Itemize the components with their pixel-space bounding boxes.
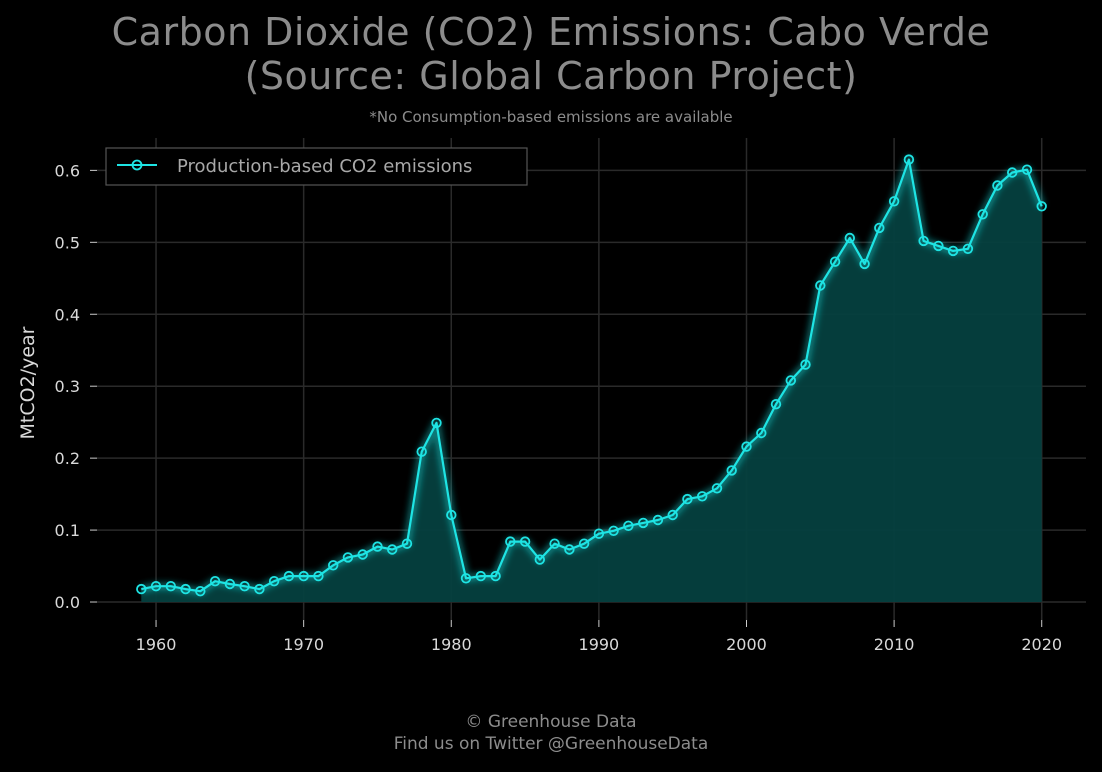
y-tick-label: 0.3 xyxy=(55,377,80,396)
data-point xyxy=(328,560,339,571)
data-point xyxy=(829,256,841,267)
data-point xyxy=(505,536,516,547)
data-point xyxy=(1007,167,1018,178)
data-point xyxy=(947,245,959,257)
x-tick-label: 2010 xyxy=(874,635,915,654)
data-point xyxy=(239,581,250,592)
data-point xyxy=(342,552,354,563)
data-point xyxy=(1036,201,1047,212)
data-point xyxy=(638,517,649,529)
data-point xyxy=(268,576,280,587)
x-tick-label: 1960 xyxy=(136,635,177,654)
data-point xyxy=(933,240,944,252)
data-point xyxy=(372,541,383,552)
y-tick-label: 0.6 xyxy=(55,161,80,180)
data-point xyxy=(903,154,915,165)
data-point xyxy=(623,520,634,532)
data-point xyxy=(608,525,619,537)
data-point xyxy=(593,528,605,539)
data-point xyxy=(741,441,752,452)
data-point xyxy=(1021,164,1033,175)
data-point xyxy=(726,465,737,476)
data-point xyxy=(357,549,368,560)
y-tick-label: 0.0 xyxy=(55,593,80,612)
legend-label: Production-based CO2 emissions xyxy=(177,156,472,177)
data-point xyxy=(401,538,413,549)
data-point xyxy=(283,570,295,582)
data-point xyxy=(490,570,501,582)
data-point xyxy=(460,573,472,584)
x-tick-label: 1970 xyxy=(283,635,324,654)
data-point xyxy=(165,581,177,592)
data-point xyxy=(682,493,693,505)
data-point xyxy=(697,491,708,502)
data-point xyxy=(475,570,487,582)
y-tick-label: 0.5 xyxy=(55,233,80,252)
area-fill xyxy=(141,159,1042,602)
data-point xyxy=(992,180,1003,191)
data-point xyxy=(667,509,678,521)
data-point xyxy=(800,359,811,370)
data-point xyxy=(387,544,398,555)
data-point xyxy=(918,235,929,247)
data-point xyxy=(254,583,265,595)
data-point xyxy=(652,514,664,526)
data-point xyxy=(136,583,147,595)
data-point xyxy=(770,399,782,410)
data-point xyxy=(534,554,546,565)
data-point xyxy=(815,280,826,291)
chart-subtitle: *No Consumption-based emissions are avai… xyxy=(369,108,733,126)
data-point xyxy=(209,576,221,587)
data-point xyxy=(446,509,457,521)
tick-labels: 1960 1970 1980 1990 2000 2010 2020 0.0 0.1 0.2 0.3… xyxy=(55,161,1063,654)
footer-credit: © Greenhouse Data xyxy=(465,712,637,732)
data-point xyxy=(150,581,162,592)
y-tick-label: 0.1 xyxy=(55,521,80,540)
data-point xyxy=(711,483,723,494)
data-point xyxy=(519,536,531,547)
data-point xyxy=(844,232,856,244)
data-point xyxy=(549,538,560,549)
data-point xyxy=(564,544,575,555)
legend-box xyxy=(105,147,528,186)
series-markers xyxy=(136,154,1047,597)
data-point xyxy=(977,209,988,220)
data-point xyxy=(888,196,900,207)
x-tick-label: 2020 xyxy=(1021,635,1062,654)
data-point xyxy=(874,222,885,234)
data-point xyxy=(859,258,870,270)
chart-title-line2: (Source: Global Carbon Project) xyxy=(244,54,858,98)
y-tick-label: 0.2 xyxy=(55,449,80,468)
x-tick-label: 1990 xyxy=(579,635,620,654)
data-point xyxy=(416,446,427,457)
legend-marker-swatch xyxy=(131,159,143,171)
data-point xyxy=(578,538,590,549)
data-point xyxy=(785,375,797,386)
footer-twitter: Find us on Twitter @GreenhouseData xyxy=(393,734,709,754)
chart-title-line1: Carbon Dioxide (CO2) Emissions: Cabo Ver… xyxy=(111,10,991,54)
data-point xyxy=(298,570,309,582)
data-point xyxy=(756,427,767,439)
legend: Production-based CO2 emissions xyxy=(105,147,528,186)
data-point xyxy=(224,578,236,590)
data-point xyxy=(180,583,191,595)
data-point xyxy=(195,586,206,597)
data-point xyxy=(962,243,974,255)
data-point xyxy=(313,570,324,582)
x-tick-label: 1980 xyxy=(431,635,472,654)
y-axis-title: MtCO2/year xyxy=(17,326,39,439)
series-area xyxy=(141,159,1042,602)
y-tick-label: 0.4 xyxy=(55,305,80,324)
data-point xyxy=(431,417,442,429)
x-tick-label: 2000 xyxy=(726,635,767,654)
